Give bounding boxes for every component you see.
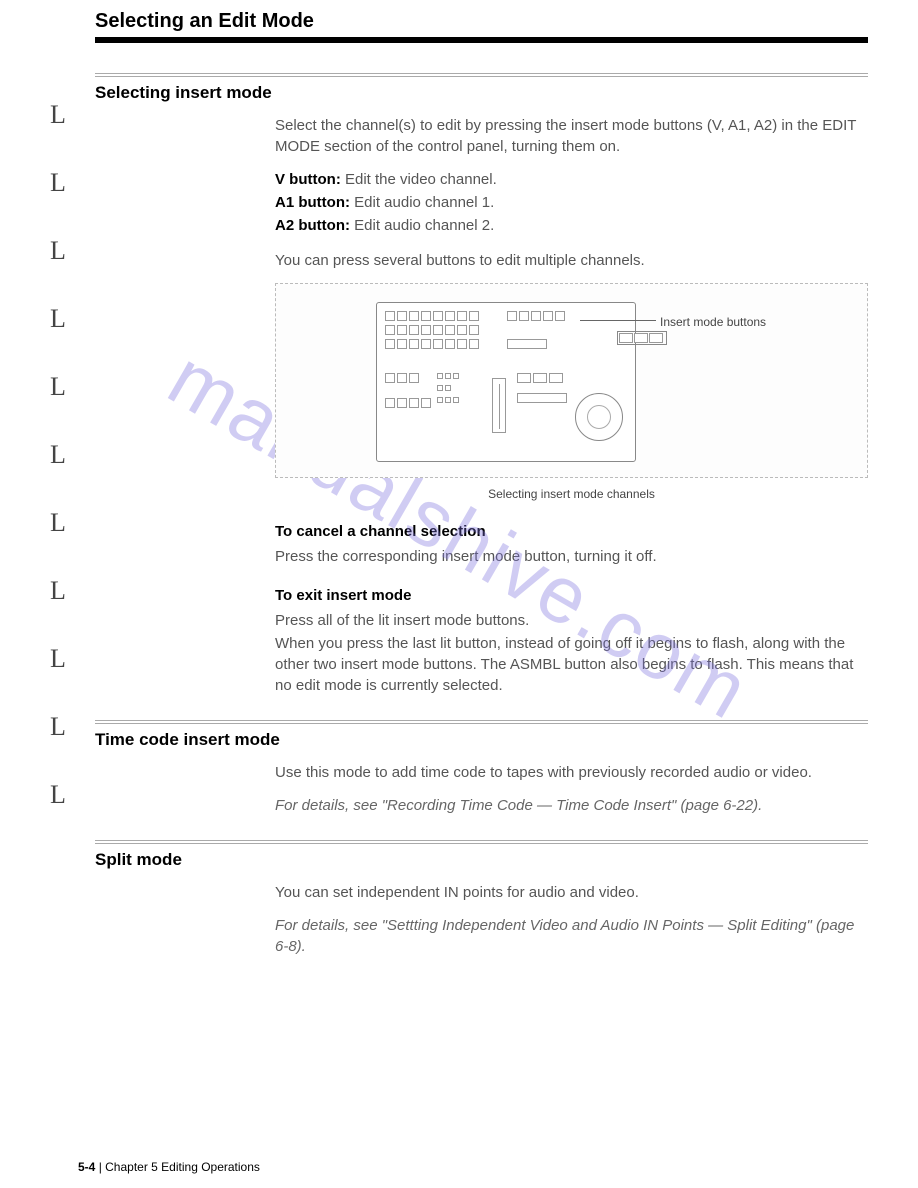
split-content: You can set independent IN points for au…: [275, 882, 868, 957]
split-heading: Split mode: [95, 850, 868, 870]
v-button-label: V button:: [275, 171, 341, 188]
timecode-body: Use this mode to add time code to tapes …: [275, 762, 868, 783]
button-row: [517, 373, 563, 383]
diagram-caption: Selecting insert mode channels: [275, 486, 868, 503]
binding-marks: L L L L L L L L L L L: [50, 100, 66, 848]
button-row: [385, 398, 431, 408]
split-ref: For details, see "Settting Independent V…: [275, 915, 868, 957]
jog-dial: [575, 393, 623, 441]
button-descriptions: V button: Edit the video channel. A1 but…: [275, 169, 868, 236]
button-row: [385, 325, 479, 335]
button-row: [437, 397, 459, 403]
exit-body-1: Press all of the lit insert mode buttons…: [275, 610, 868, 631]
button-row: [385, 339, 479, 349]
v-button-line: V button: Edit the video channel.: [275, 169, 868, 190]
binding-mark: L: [50, 712, 66, 742]
button-row: [385, 311, 479, 321]
binding-mark: L: [50, 372, 66, 402]
binding-mark: L: [50, 236, 66, 266]
binding-mark: L: [50, 168, 66, 198]
a2-button-label: A2 button:: [275, 217, 350, 234]
insert-buttons-highlight: [617, 331, 667, 345]
footer-chapter: Chapter 5 Editing Operations: [105, 1160, 260, 1174]
insert-mode-heading: Selecting insert mode: [95, 83, 868, 103]
a1-button-label: A1 button:: [275, 194, 350, 211]
button-row: [437, 385, 451, 391]
exit-heading: To exit insert mode: [275, 585, 868, 606]
a2-button-line: A2 button: Edit audio channel 2.: [275, 215, 868, 236]
section-divider: [95, 840, 868, 844]
timecode-ref: For details, see "Recording Time Code — …: [275, 795, 868, 816]
page-title: Selecting an Edit Mode: [95, 10, 868, 33]
cancel-heading: To cancel a channel selection: [275, 521, 868, 542]
button-row: [517, 393, 567, 403]
split-body: You can set independent IN points for au…: [275, 882, 868, 903]
control-panel-diagram: Insert mode buttons: [275, 283, 868, 478]
title-rule: [95, 37, 868, 43]
insert-intro: Select the channel(s) to edit by pressin…: [275, 115, 868, 157]
v-button-desc: Edit the video channel.: [341, 171, 497, 188]
page-footer: 5-4 | Chapter 5 Editing Operations: [78, 1160, 260, 1174]
binding-mark: L: [50, 100, 66, 130]
binding-mark: L: [50, 304, 66, 334]
binding-mark: L: [50, 440, 66, 470]
timecode-heading: Time code insert mode: [95, 730, 868, 750]
section-divider: [95, 720, 868, 724]
timecode-content: Use this mode to add time code to tapes …: [275, 762, 868, 816]
button-row: [385, 373, 419, 383]
a1-button-line: A1 button: Edit audio channel 1.: [275, 192, 868, 213]
binding-mark: L: [50, 508, 66, 538]
callout-label: Insert mode buttons: [660, 314, 766, 331]
control-panel-outline: [376, 302, 636, 462]
insert-mode-content: Select the channel(s) to edit by pressin…: [275, 115, 868, 696]
button-row: [507, 311, 565, 321]
callout-line: [580, 320, 656, 321]
multi-channel-note: You can press several buttons to edit mu…: [275, 250, 868, 271]
cancel-body: Press the corresponding insert mode butt…: [275, 546, 868, 567]
a2-button-desc: Edit audio channel 2.: [350, 217, 494, 234]
binding-mark: L: [50, 644, 66, 674]
binding-mark: L: [50, 576, 66, 606]
exit-body-2: When you press the last lit button, inst…: [275, 633, 868, 696]
button-row: [507, 339, 547, 349]
section-divider: [95, 73, 868, 77]
a1-button-desc: Edit audio channel 1.: [350, 194, 494, 211]
binding-mark: L: [50, 780, 66, 810]
footer-page-number: 5-4: [78, 1160, 95, 1174]
button-row: [437, 373, 459, 379]
slider-control: [492, 378, 506, 433]
